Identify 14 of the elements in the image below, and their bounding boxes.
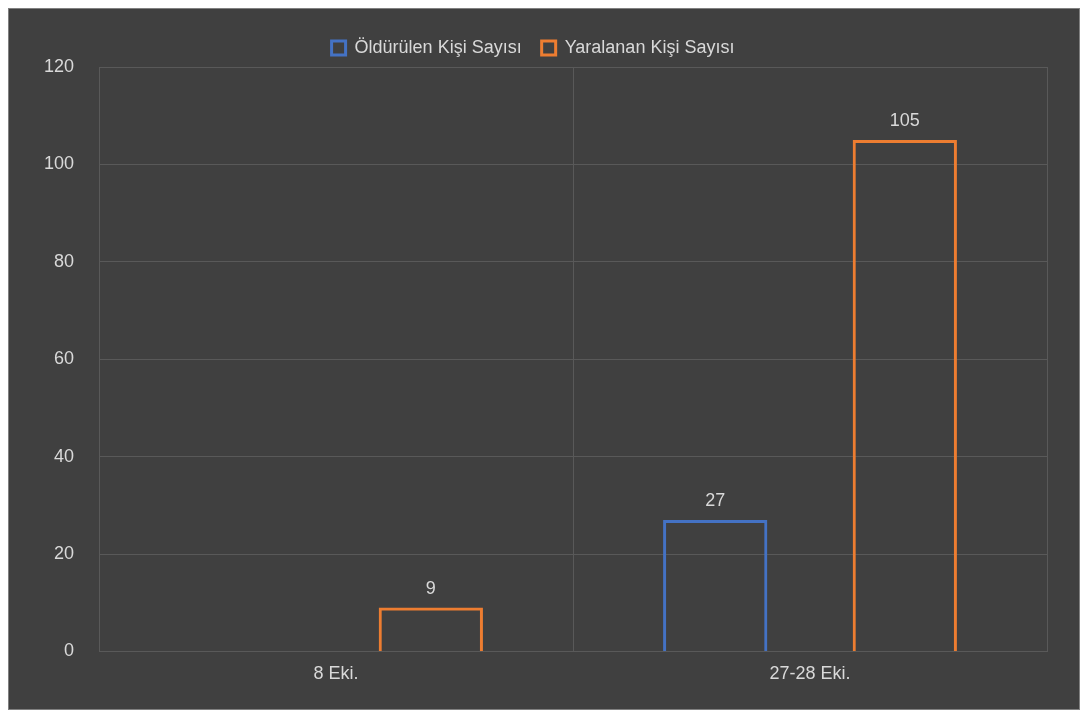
y-tick-label: 60 bbox=[54, 348, 75, 369]
legend-label: Yaralanan Kişi Sayısı bbox=[564, 36, 735, 57]
x-tick-label: 27-28 Eki. bbox=[769, 663, 851, 684]
data-label: 105 bbox=[889, 110, 920, 131]
y-tick-label: 80 bbox=[54, 250, 75, 271]
data-label: 27 bbox=[705, 489, 726, 510]
y-tick-label: 40 bbox=[54, 445, 75, 466]
x-tick-label: 8 Eki. bbox=[313, 663, 359, 684]
y-tick-label: 20 bbox=[54, 542, 75, 563]
y-tick-label: 0 bbox=[64, 640, 75, 661]
y-tick-label: 120 bbox=[43, 55, 75, 76]
legend-label: Öldürülen Kişi Sayısı bbox=[354, 36, 522, 57]
data-label: 9 bbox=[425, 577, 436, 598]
y-tick-label: 100 bbox=[43, 153, 75, 174]
